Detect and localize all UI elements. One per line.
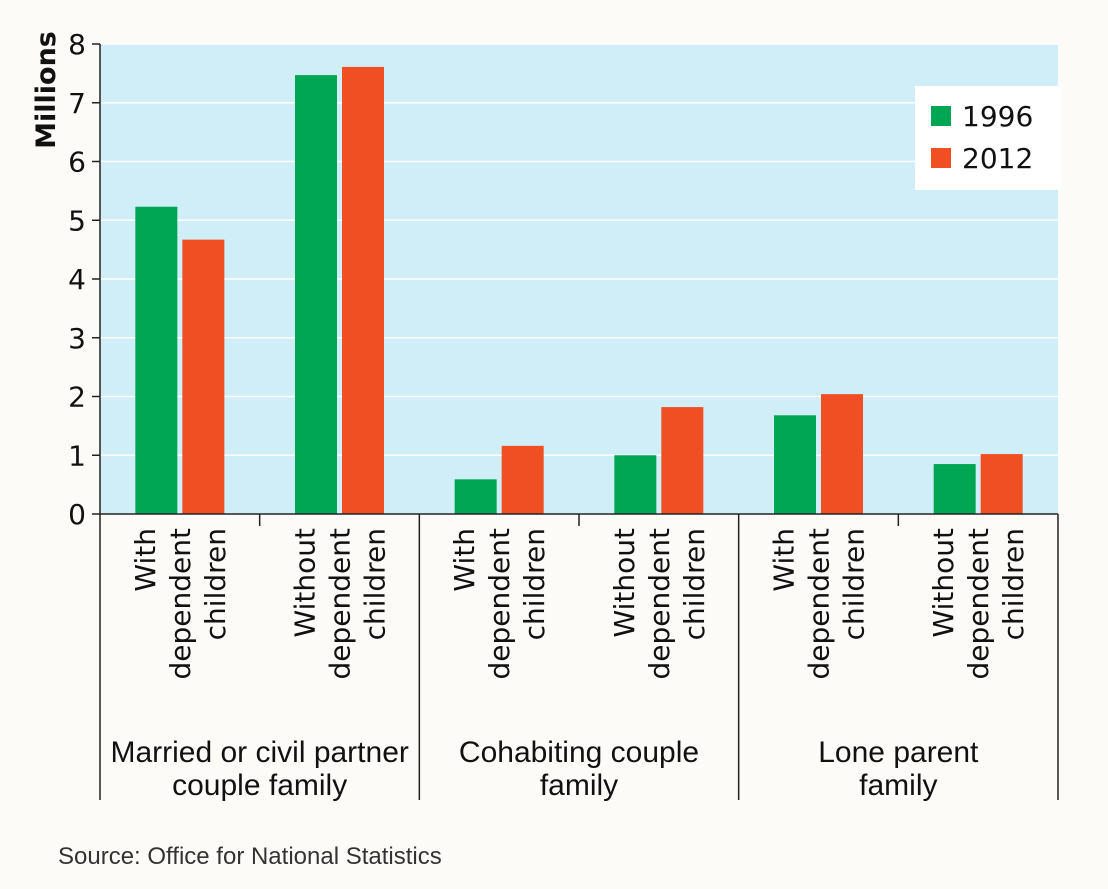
bar-1996-3: [454, 479, 497, 514]
x-category-label-line: With: [129, 528, 162, 592]
group-label-line: family: [540, 769, 618, 802]
x-category-label-line: With: [768, 528, 801, 592]
bar-1996-5: [774, 415, 816, 514]
source-note: Source: Office for National Statistics: [58, 843, 442, 870]
x-category-label-line: Without: [289, 528, 322, 637]
x-category-labels: With dependent children Without dependent chi…: [129, 528, 1030, 679]
x-category-label-line: dependent: [803, 528, 836, 679]
x-category-label-line: children: [838, 528, 871, 640]
y-tick-label: 8: [68, 28, 86, 61]
y-axis-label: Millions: [31, 31, 62, 149]
x-category-label-line: children: [678, 528, 711, 640]
x-category-label-line: Without: [608, 528, 641, 637]
bar-2012-6: [980, 454, 1023, 514]
y-tick-label: 2: [68, 381, 86, 414]
group-label-line: Lone parent: [818, 736, 979, 769]
bar-2012-5: [821, 394, 863, 514]
y-tick-label: 1: [68, 439, 86, 472]
bar-1996-6: [933, 464, 976, 514]
group-label-line: couple family: [172, 769, 347, 802]
y-tick-label: 4: [68, 263, 86, 296]
legend-swatch-2012: [931, 148, 951, 168]
y-tick-label: 3: [68, 322, 86, 355]
legend-swatch-1996: [931, 106, 951, 126]
y-tick-label: 5: [68, 204, 86, 237]
group-label-line: Married or civil partner: [110, 736, 408, 769]
legend-label: 1996: [962, 100, 1033, 133]
bar-2012-2: [342, 66, 384, 514]
bars: [135, 66, 1023, 515]
y-tick-label: 7: [68, 87, 86, 120]
legend-label: 2012: [962, 142, 1033, 175]
y-tick-label: 0: [68, 498, 86, 531]
x-category-label-line: dependent: [643, 528, 676, 679]
bar-1996-4: [614, 455, 657, 514]
x-category-label-line: dependent: [324, 528, 357, 679]
bar-1996-2: [295, 75, 337, 514]
x-category-label-line: children: [518, 528, 551, 640]
y-tick-labels: 0 1 2 3 4 5 6 7 8: [68, 28, 86, 531]
x-category-label-line: Without: [927, 528, 960, 637]
x-category-label-line: children: [997, 528, 1030, 640]
bar-2012-4: [661, 407, 704, 514]
x-category-label-line: dependent: [962, 528, 995, 679]
group-label-line: family: [859, 769, 937, 802]
legend-box: [915, 86, 1061, 190]
x-category-label-line: dependent: [483, 528, 516, 679]
axes: [92, 43, 1059, 800]
bar-2012-1: [182, 239, 225, 514]
y-tick-label: 6: [68, 146, 86, 179]
legend: 1996 2012: [915, 86, 1061, 190]
x-category-label-line: With: [448, 528, 481, 592]
x-category-label-line: children: [199, 528, 232, 640]
group-label-line: Cohabiting couple: [459, 736, 699, 769]
bar-1996-1: [135, 206, 178, 515]
x-category-label-line: dependent: [164, 528, 197, 679]
bar-2012-3: [501, 445, 544, 514]
x-category-label-line: children: [359, 528, 392, 640]
